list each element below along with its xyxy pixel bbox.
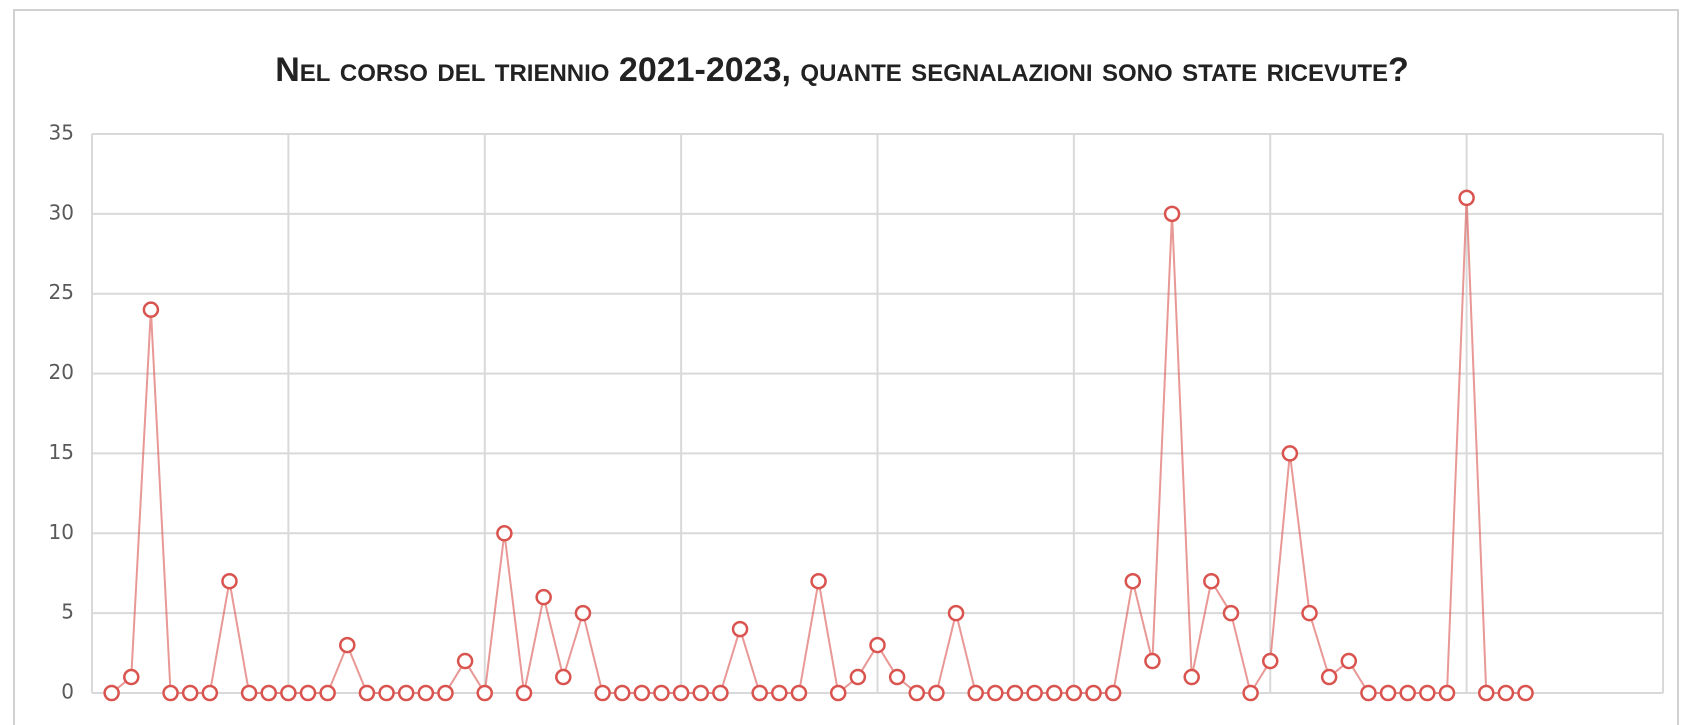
y-tick-label: 0 <box>61 680 74 704</box>
data-point <box>1478 684 1495 702</box>
y-tick-label: 30 <box>49 200 74 224</box>
data-point <box>1379 684 1397 702</box>
data-point <box>1438 684 1456 702</box>
data-point <box>515 684 533 702</box>
data-point <box>672 684 690 702</box>
data-point <box>1124 572 1142 590</box>
data-point <box>967 684 984 702</box>
y-tick-label: 20 <box>49 360 74 384</box>
data-point <box>535 588 552 606</box>
data-point <box>417 684 435 702</box>
data-point <box>633 684 651 702</box>
data-point <box>280 684 297 702</box>
data-point <box>653 684 670 702</box>
data-point <box>103 684 120 702</box>
data-point <box>397 684 415 702</box>
data-point <box>1085 684 1102 702</box>
chart-border <box>13 9 1679 725</box>
data-point <box>908 684 926 702</box>
data-point <box>594 684 611 702</box>
data-point <box>437 684 454 702</box>
data-point <box>869 636 886 654</box>
data-point <box>613 684 631 702</box>
data-point <box>456 652 474 670</box>
data-point <box>260 684 277 702</box>
data-point <box>1360 684 1377 702</box>
data-point <box>1262 652 1279 670</box>
data-point <box>319 684 336 702</box>
data-point <box>181 684 199 702</box>
data-point <box>574 604 592 622</box>
data-point <box>1006 684 1024 702</box>
data-point <box>201 684 219 702</box>
data-point <box>947 604 965 622</box>
data-point <box>123 668 140 686</box>
data-point <box>1222 604 1240 622</box>
y-tick-label: 25 <box>49 280 74 304</box>
y-tick-label: 35 <box>49 121 74 145</box>
data-point <box>692 684 710 702</box>
data-point <box>849 668 867 686</box>
data-point <box>771 684 788 702</box>
data-point <box>221 572 238 590</box>
data-point <box>1320 668 1338 686</box>
data-point <box>731 620 749 638</box>
data-point <box>299 684 317 702</box>
data-point <box>378 684 395 702</box>
data-point <box>1203 572 1220 590</box>
data-point <box>240 684 258 702</box>
chart-title: Nel corso del triennio 2021-2023, quante… <box>275 51 1409 89</box>
data-point <box>1497 684 1515 702</box>
data-point <box>888 668 906 686</box>
y-tick-label: 15 <box>49 440 74 464</box>
data-point <box>1517 684 1534 702</box>
data-point <box>1281 445 1299 462</box>
y-tick-label: 10 <box>49 520 74 544</box>
data-point <box>1458 189 1475 207</box>
data-point <box>987 684 1004 702</box>
data-point <box>712 684 729 702</box>
data-point <box>751 684 768 702</box>
data-point <box>142 301 160 318</box>
data-point <box>1242 684 1259 702</box>
data-point <box>162 684 179 702</box>
data-point <box>928 684 945 702</box>
data-point <box>1065 684 1083 702</box>
data-point <box>1045 684 1063 702</box>
data-point <box>790 684 808 702</box>
data-point <box>496 525 513 542</box>
data-point <box>1163 205 1181 223</box>
data-point <box>1104 684 1122 702</box>
data-point <box>1419 684 1436 702</box>
data-point <box>1340 652 1358 670</box>
data-point <box>1183 668 1200 686</box>
data-point <box>1144 652 1161 670</box>
data-point <box>1026 684 1043 702</box>
data-point <box>1399 684 1416 702</box>
y-tick-label: 5 <box>61 600 74 624</box>
data-point <box>358 684 376 702</box>
data-point <box>476 684 493 702</box>
data-point <box>339 636 356 654</box>
data-point <box>1301 604 1318 622</box>
data-point <box>810 572 827 590</box>
data-point <box>829 684 847 702</box>
data-point <box>555 668 572 686</box>
